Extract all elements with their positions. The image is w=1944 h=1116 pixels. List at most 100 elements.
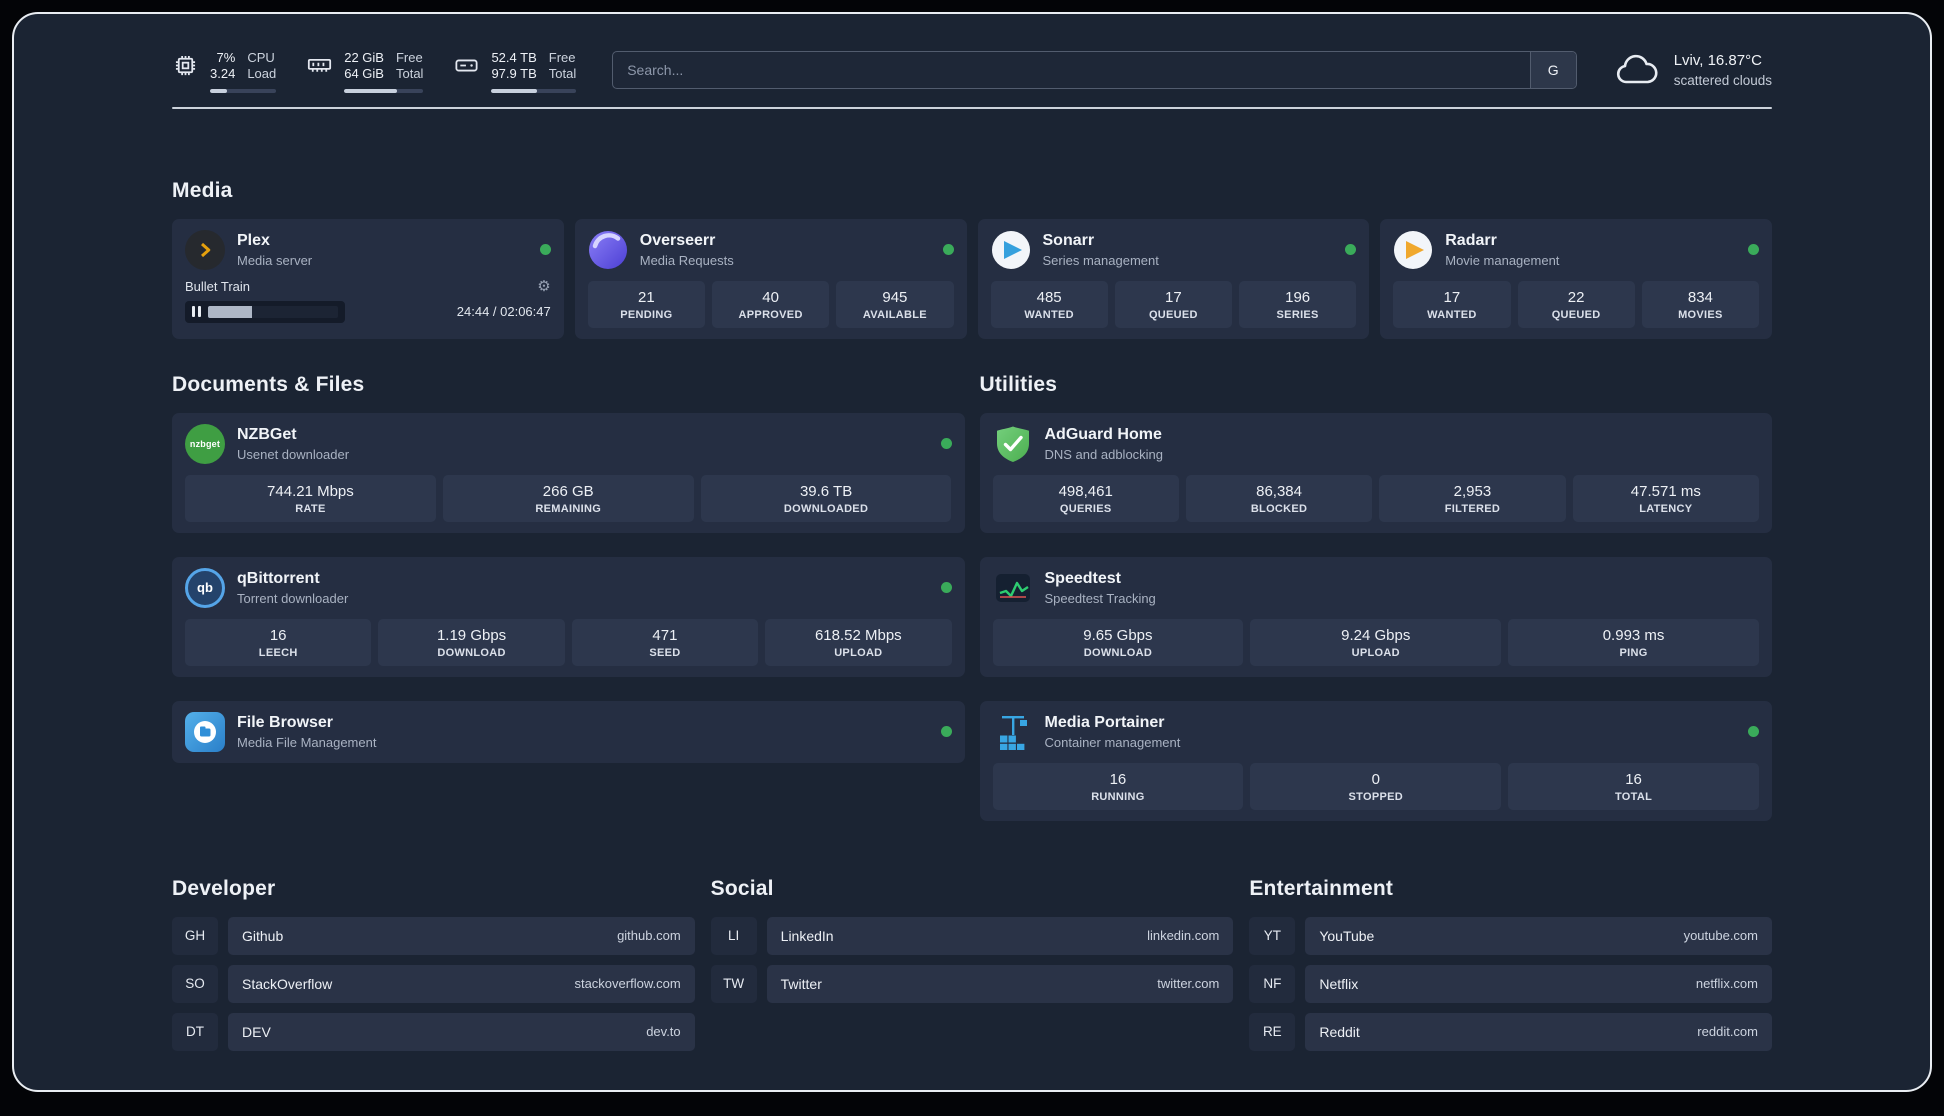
bookmark-twitter[interactable]: TW Twitter twitter.com [710, 964, 1234, 1003]
stat-value: 945 [882, 288, 908, 306]
plex-icon [185, 229, 225, 270]
app-subtitle: Speedtest Tracking [1044, 590, 1156, 606]
netflix-icon: NF [1249, 964, 1296, 1003]
gear-icon[interactable]: ⚙ [537, 277, 551, 295]
app-name: Media Portainer [1044, 713, 1165, 731]
sonarr-card[interactable]: Sonarr Series management 485 WANTED 17 Q… [977, 218, 1370, 339]
status-dot [1748, 244, 1759, 255]
stat-value: 16 [269, 626, 287, 644]
app-subtitle: Media File Management [237, 734, 377, 750]
bookmark-stackoverflow[interactable]: SO StackOverflow stackoverflow.com [172, 964, 695, 1003]
cpu-load-value: 3.24 [210, 66, 236, 82]
section-title-media: Media [172, 178, 233, 202]
search-input[interactable] [612, 51, 1577, 89]
stat-label: APPROVED [738, 308, 803, 321]
stackoverflow-icon: SO [172, 964, 218, 1003]
storage-stat-group: 52.4 TB 97.9 TB Free Total [453, 50, 577, 93]
portainer-icon [993, 712, 1033, 752]
bookmark-url: github.com [617, 928, 681, 943]
stat-value: 22 [1567, 288, 1585, 306]
stat-value: 618.52 Mbps [814, 626, 902, 644]
cpu-usage-value: 7% [216, 50, 236, 65]
stat-label: LATENCY [1639, 502, 1693, 515]
nzbget-card[interactable]: nzbget NZBGet Usenet downloader 744.21 M… [172, 412, 965, 533]
speedtest-card[interactable]: Speedtest Speedtest Tracking 9.65 Gbps D… [979, 556, 1772, 677]
stat-value: 16 [1109, 770, 1127, 788]
playback-time: 24:44 / 02:06:47 [456, 304, 551, 319]
app-subtitle: Movie management [1445, 252, 1560, 268]
search-engine-button[interactable]: G [1529, 52, 1576, 88]
plex-media-player: Bullet Train ⚙ 24:44 / 02:06:47 [185, 279, 551, 323]
stat-value: 498,461 [1058, 482, 1113, 500]
stat-label: PING [1619, 646, 1648, 659]
bookmark-url: youtube.com [1683, 928, 1758, 943]
stat-label: TOTAL [1614, 790, 1653, 803]
app-subtitle: Container management [1044, 734, 1181, 750]
storage-total-label: Total [548, 66, 577, 82]
stat-wanted: 17 WANTED [1393, 280, 1511, 328]
pause-icon[interactable] [192, 306, 201, 317]
radarr-icon [1393, 230, 1433, 270]
stat-label: RUNNING [1091, 790, 1145, 803]
cpu-label: CPU [247, 50, 275, 65]
stat-ping: 0.993 ms PING [1508, 618, 1759, 666]
speedtest-icon [993, 568, 1033, 608]
qbittorrent-card[interactable]: qb qBittorrent Torrent downloader 16 LEE… [172, 556, 965, 677]
stat-value: 40 [762, 288, 779, 306]
app-name: Plex [237, 231, 270, 249]
stat-stopped: 0 STOPPED [1250, 762, 1502, 810]
weather-widget: Lviv, 16.87°C scattered clouds [1613, 52, 1772, 88]
hard-drive-icon [453, 52, 480, 79]
player-progress-chip[interactable] [185, 300, 345, 323]
app-name: AdGuard Home [1044, 425, 1162, 443]
bookmarks-developer: Developer GH Github github.com SO StackO… [172, 877, 695, 1051]
filebrowser-card[interactable]: File Browser Media File Management [172, 700, 965, 763]
twitter-icon: TW [710, 964, 757, 1003]
stat-value: 21 [638, 288, 655, 306]
stat-label: MOVIES [1678, 308, 1723, 321]
status-dot [940, 438, 952, 449]
bookmark-linkedin[interactable]: LI LinkedIn linkedin.com [710, 916, 1234, 955]
plex-card[interactable]: Plex Media server Bullet Train ⚙ 24:44 /… [172, 218, 564, 339]
bookmarks-social: Social LI LinkedIn linkedin.com TW Twitt… [710, 877, 1234, 1003]
bookmark-url: twitter.com [1157, 976, 1220, 991]
section-title-utilities: Utilities [979, 372, 1058, 396]
utilities-column: Utilities AdGuard Home DNS and adblockin… [979, 372, 1772, 821]
cpu-chip-icon [172, 52, 199, 79]
overseerr-card[interactable]: Overseerr Media Requests 21 PENDING 40 A… [574, 218, 967, 339]
stat-approved: 40 APPROVED [712, 280, 830, 328]
bookmark-name: Reddit [1319, 1023, 1360, 1040]
stat-value: 485 [1036, 288, 1062, 306]
cpu-load-label: Load [247, 66, 277, 82]
status-dot [940, 582, 952, 593]
bookmark-dev[interactable]: DT DEV dev.to [172, 1012, 695, 1051]
stat-download: 1.19 Gbps DOWNLOAD [378, 618, 565, 666]
stat-value: 744.21 Mbps [267, 482, 354, 500]
radarr-card[interactable]: Radarr Movie management 17 WANTED 22 QUE… [1380, 218, 1772, 339]
app-subtitle: Series management [1042, 252, 1159, 268]
status-dot [942, 244, 954, 255]
bookmark-netflix[interactable]: NF Netflix netflix.com [1249, 964, 1772, 1003]
bookmark-name: Github [242, 927, 284, 944]
top-bar: 7% 3.24 CPU Load [172, 14, 1772, 93]
bookmark-youtube[interactable]: YT YouTube youtube.com [1249, 916, 1772, 955]
stat-rate: 744.21 Mbps RATE [185, 474, 436, 522]
memory-total-label: Total [395, 66, 424, 82]
stat-label: FILTERED [1444, 502, 1501, 515]
stat-queued: 17 QUEUED [1114, 280, 1232, 328]
section-title-entertainment: Entertainment [1249, 876, 1394, 900]
app-name: NZBGet [237, 425, 297, 443]
memory-free-label: Free [395, 50, 423, 65]
stat-label: QUEUED [1148, 308, 1198, 321]
memory-free-value: 22 GiB [344, 50, 384, 65]
stat-series: 196 SERIES [1239, 280, 1357, 328]
stat-label: DOWNLOADED [783, 502, 869, 515]
playback-progress-bar[interactable] [208, 305, 338, 318]
stat-value: 39.6 TB [799, 482, 853, 500]
portainer-card[interactable]: Media Portainer Container management 16 … [979, 700, 1772, 821]
app-name: Overseerr [639, 231, 716, 249]
adguard-card[interactable]: AdGuard Home DNS and adblocking 498,461 … [979, 412, 1772, 533]
bookmark-github[interactable]: GH Github github.com [172, 916, 695, 955]
bookmark-reddit[interactable]: RE Reddit reddit.com [1249, 1012, 1772, 1051]
search-bar: G [612, 51, 1577, 89]
